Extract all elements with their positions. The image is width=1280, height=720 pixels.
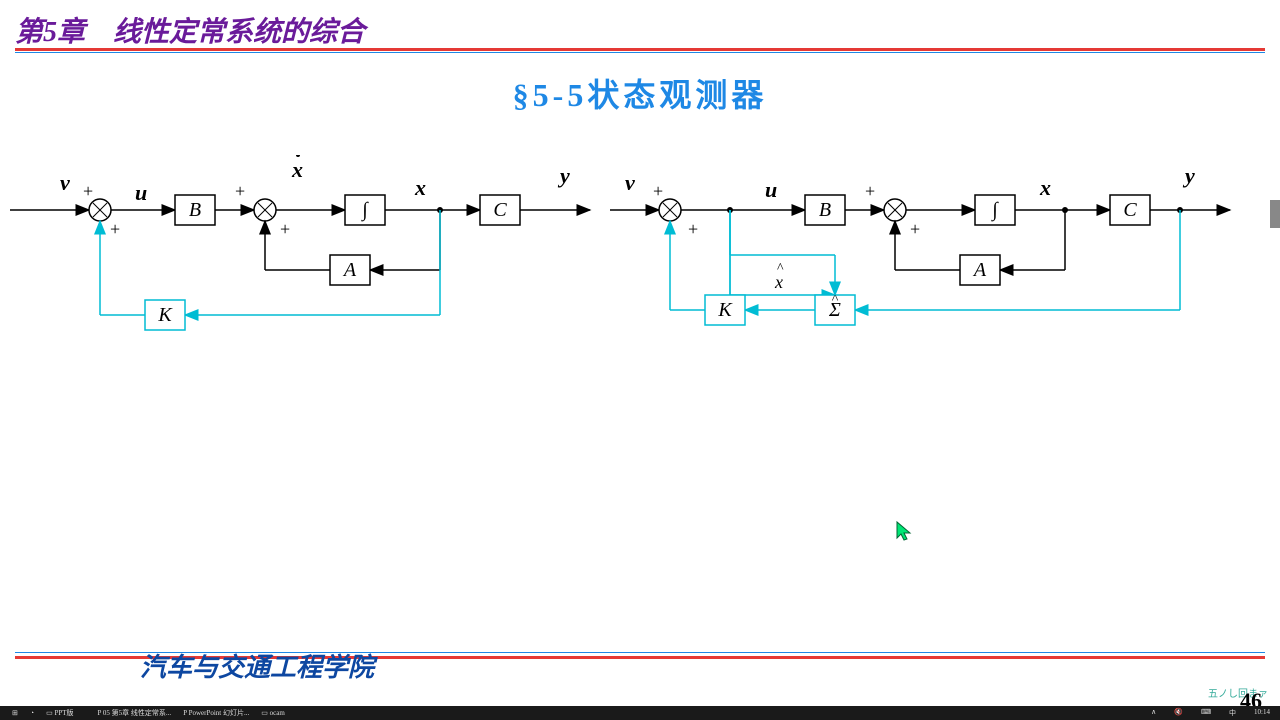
mouse-cursor [895,520,915,544]
taskbar[interactable]: ⊞◔▭ PPT版P 05 第5章 线性定常系...P PowerPoint 幻灯… [0,706,1280,720]
hr-top-red [15,48,1265,51]
svg-text:+: + [653,181,663,201]
svg-text:^: ^ [777,261,784,276]
svg-text:x: x [414,175,426,200]
svg-text:K: K [157,304,173,326]
svg-text:v: v [625,170,635,195]
svg-text:+: + [865,181,875,201]
svg-text:B: B [819,199,831,221]
svg-text:A: A [972,259,987,281]
block-diagrams: B∫CAKvuxxy++++B∫CAΣ^Kvuxyx^++++ [0,155,1280,375]
svg-text:x: x [291,157,303,182]
svg-text:C: C [493,199,507,221]
svg-text:+: + [688,219,698,239]
svg-text:y: y [1182,163,1195,188]
chapter-title: 第5章 线性定常系统的综合 [15,10,365,50]
footer-text: 汽车与交通工程学院 [140,647,374,684]
svg-text:+: + [280,219,290,239]
svg-text:+: + [83,181,93,201]
svg-text:A: A [342,259,357,281]
section-title: §5-5状态观测器 [0,70,1280,116]
svg-text:u: u [765,177,777,202]
svg-text:+: + [110,219,120,239]
svg-text:v: v [60,170,70,195]
svg-text:u: u [135,180,147,205]
svg-text:B: B [189,199,201,221]
svg-text:+: + [910,219,920,239]
svg-text:x: x [1039,175,1051,200]
svg-text:+: + [235,181,245,201]
svg-text:C: C [1123,199,1137,221]
svg-text:K: K [717,299,733,321]
svg-text:y: y [557,163,570,188]
hr-top-blue [15,52,1265,53]
side-tab[interactable] [1270,200,1280,228]
